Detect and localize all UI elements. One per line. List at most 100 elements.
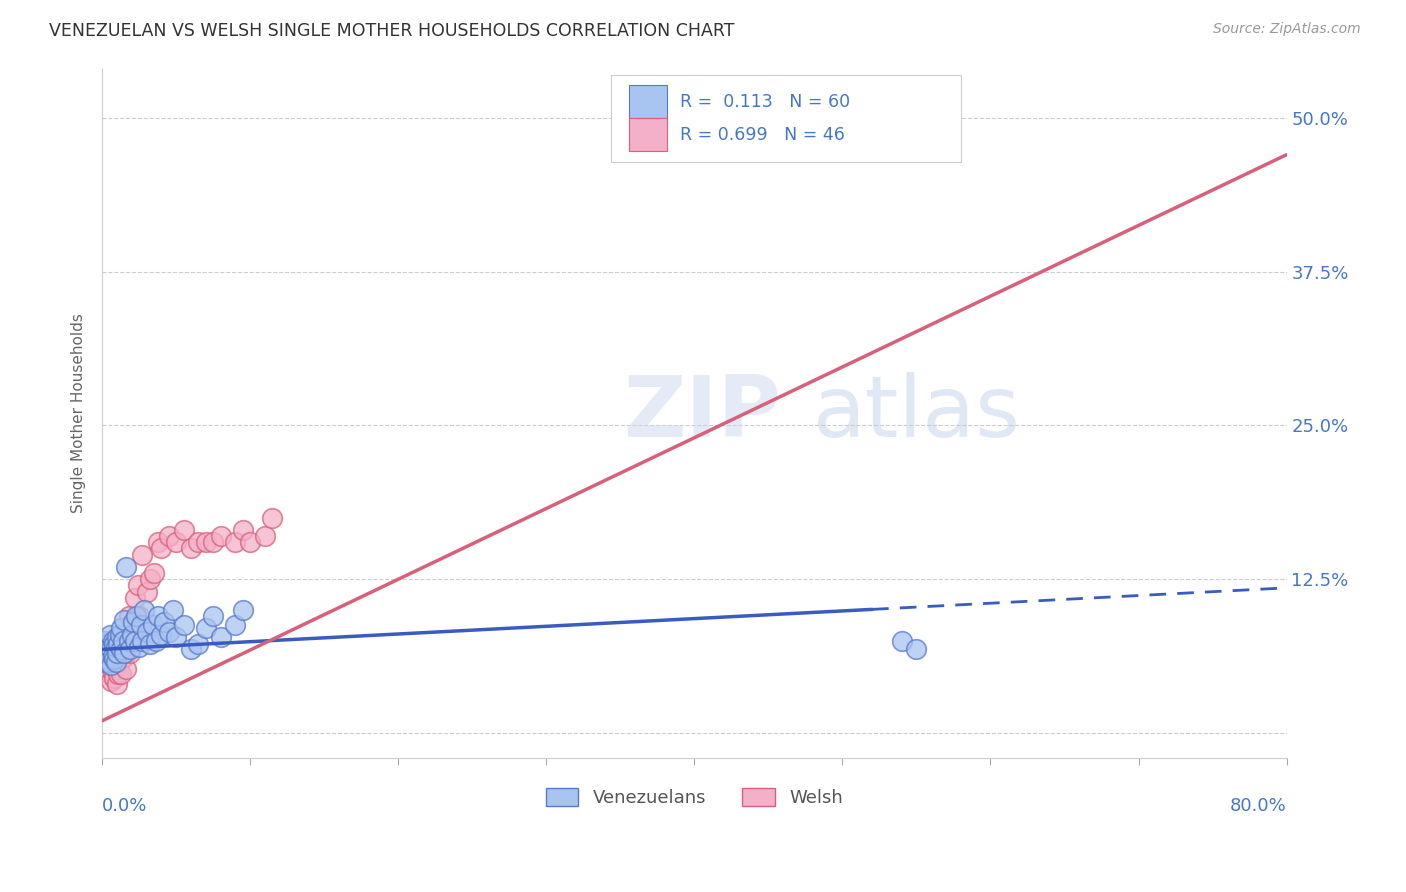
Text: ZIP: ZIP xyxy=(623,372,782,455)
Point xyxy=(115,662,138,676)
Point xyxy=(209,630,232,644)
Point xyxy=(224,535,246,549)
Point xyxy=(94,658,117,673)
Point xyxy=(157,529,180,543)
Point xyxy=(110,667,132,681)
Point xyxy=(94,646,117,660)
Point xyxy=(202,609,225,624)
Point xyxy=(187,637,209,651)
Point xyxy=(100,658,122,673)
Point xyxy=(121,627,143,641)
Point xyxy=(153,615,176,630)
Point xyxy=(94,633,117,648)
Point xyxy=(94,655,117,669)
Point xyxy=(105,646,128,660)
Point xyxy=(194,535,217,549)
Point xyxy=(103,637,125,651)
Point xyxy=(107,667,129,681)
Point xyxy=(97,646,120,660)
Point xyxy=(110,642,132,657)
Point xyxy=(108,655,131,669)
Point xyxy=(105,630,128,644)
Point xyxy=(209,529,232,543)
Point xyxy=(101,648,124,663)
Point xyxy=(118,633,141,648)
Point xyxy=(173,523,195,537)
Point xyxy=(905,642,928,657)
Point xyxy=(143,566,166,580)
Legend: Venezuelans, Welsh: Venezuelans, Welsh xyxy=(538,780,851,814)
Point xyxy=(239,535,262,549)
Text: atlas: atlas xyxy=(813,372,1021,455)
Point xyxy=(104,662,127,676)
Text: Source: ZipAtlas.com: Source: ZipAtlas.com xyxy=(1213,22,1361,37)
Point xyxy=(262,510,284,524)
Point xyxy=(157,625,180,640)
Point xyxy=(98,627,121,641)
Point xyxy=(120,646,142,660)
Text: R = 0.699   N = 46: R = 0.699 N = 46 xyxy=(681,126,845,144)
Point xyxy=(94,646,117,660)
Point xyxy=(165,630,187,644)
Point xyxy=(97,662,120,676)
Point xyxy=(120,642,142,657)
Text: 80.0%: 80.0% xyxy=(1230,797,1286,814)
Point xyxy=(96,652,118,666)
Point xyxy=(96,642,118,657)
Text: R =  0.113   N = 60: R = 0.113 N = 60 xyxy=(681,93,851,111)
Point xyxy=(104,640,127,654)
Point xyxy=(224,617,246,632)
Point xyxy=(93,652,115,666)
Point xyxy=(110,622,132,636)
Point xyxy=(124,633,146,648)
Point xyxy=(104,655,127,669)
Point xyxy=(254,529,277,543)
Point xyxy=(141,617,163,632)
Point xyxy=(107,637,129,651)
Point xyxy=(100,642,122,657)
Point xyxy=(135,625,157,640)
Point xyxy=(131,633,153,648)
Point xyxy=(108,627,131,641)
Point xyxy=(128,640,150,654)
Point xyxy=(165,535,187,549)
Point xyxy=(180,541,202,556)
FancyBboxPatch shape xyxy=(630,85,668,118)
Point xyxy=(127,578,149,592)
Point xyxy=(180,642,202,657)
Point xyxy=(111,633,134,648)
Point xyxy=(101,633,124,648)
Point xyxy=(96,640,118,654)
Point xyxy=(150,627,173,641)
Point xyxy=(112,649,135,664)
FancyBboxPatch shape xyxy=(612,76,960,161)
Point xyxy=(115,560,138,574)
Point xyxy=(125,609,148,624)
Point xyxy=(93,637,115,651)
Point xyxy=(128,609,150,624)
Point xyxy=(173,617,195,632)
Text: VENEZUELAN VS WELSH SINGLE MOTHER HOUSEHOLDS CORRELATION CHART: VENEZUELAN VS WELSH SINGLE MOTHER HOUSEH… xyxy=(49,22,735,40)
Point xyxy=(100,674,122,689)
Text: 0.0%: 0.0% xyxy=(103,797,148,814)
Point xyxy=(187,535,209,549)
Point xyxy=(124,591,146,605)
Point xyxy=(138,572,160,586)
Point xyxy=(138,637,160,651)
Point xyxy=(112,646,135,660)
Y-axis label: Single Mother Households: Single Mother Households xyxy=(72,313,86,513)
Point xyxy=(129,617,152,632)
Point xyxy=(194,622,217,636)
Point xyxy=(122,615,145,630)
Point xyxy=(145,633,167,648)
Point xyxy=(118,609,141,624)
Point xyxy=(101,665,124,679)
Point xyxy=(98,667,121,681)
Point xyxy=(112,613,135,627)
Point xyxy=(135,584,157,599)
Point xyxy=(98,640,121,654)
FancyBboxPatch shape xyxy=(630,118,668,152)
Point xyxy=(96,637,118,651)
Point xyxy=(93,652,115,666)
Point xyxy=(232,603,254,617)
